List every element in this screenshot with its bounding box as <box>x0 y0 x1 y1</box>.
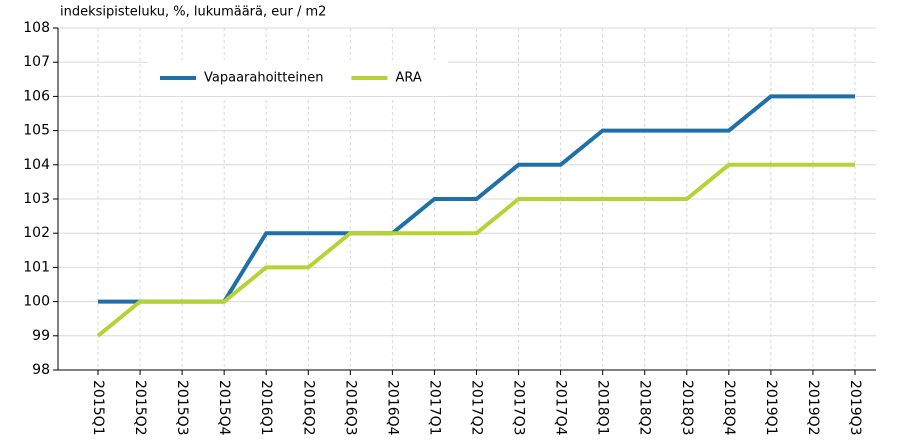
x-tick-label: 2016Q4 <box>384 380 400 436</box>
y-tick-label: 105 <box>23 123 50 139</box>
y-tick-label: 107 <box>23 54 50 70</box>
x-tick-label: 2017Q1 <box>426 380 442 436</box>
x-tick-label: 2018Q1 <box>595 380 611 436</box>
x-tick-label: 2018Q4 <box>721 380 737 436</box>
x-tick-label: 2019Q2 <box>805 380 821 436</box>
axis-title: indeksipisteluku, %, lukumäärä, eur / m2 <box>60 5 326 20</box>
y-tick-label: 103 <box>23 191 50 207</box>
x-tick-label: 2016Q3 <box>342 380 358 436</box>
y-tick-label: 106 <box>23 88 50 104</box>
x-tick-label: 2017Q4 <box>553 380 569 436</box>
x-tick-label: 2017Q2 <box>469 380 485 436</box>
x-tick-label: 2015Q2 <box>132 380 148 436</box>
x-tick-label: 2015Q4 <box>216 380 232 436</box>
y-tick-label: 101 <box>23 259 50 275</box>
y-tick-label: 102 <box>23 225 50 241</box>
x-tick-label: 2017Q3 <box>511 380 527 436</box>
x-tick-label: 2015Q3 <box>174 380 190 436</box>
x-tick-label: 2018Q3 <box>679 380 695 436</box>
x-tick-label: 2015Q1 <box>90 380 106 436</box>
y-tick-label: 100 <box>23 294 50 310</box>
y-tick-label: 98 <box>32 362 50 378</box>
x-tick-label: 2016Q1 <box>258 380 274 436</box>
y-tick-label: 104 <box>23 157 50 173</box>
legend: Vapaarahoitteinen ARA <box>148 60 448 96</box>
legend-label: ARA <box>395 71 421 86</box>
x-tick-label: 2019Q1 <box>763 380 779 436</box>
x-tick-label: 2016Q2 <box>300 380 316 436</box>
x-tick-label: 2019Q3 <box>847 380 863 436</box>
line <box>96 162 855 338</box>
x-tick-label: 2018Q2 <box>637 380 653 436</box>
y-tick-label: 99 <box>32 328 50 344</box>
legend-box <box>148 60 448 96</box>
legend-label: Vapaarahoitteinen <box>204 71 323 86</box>
y-tick-label: 108 <box>23 20 50 36</box>
